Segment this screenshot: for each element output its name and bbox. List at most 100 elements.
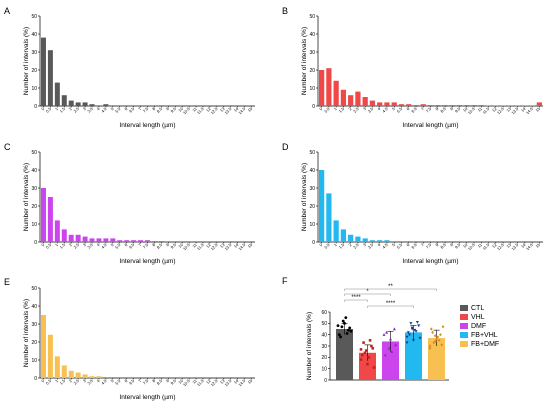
x-tick-label: 7 (137, 242, 143, 248)
data-point (362, 341, 365, 344)
x-tick-label: 9.5 (169, 106, 177, 114)
bar (348, 234, 354, 242)
y-tick-label: 0 (34, 376, 37, 382)
bar (362, 238, 368, 242)
x-tick-label: 10.5 (467, 242, 477, 252)
data-point (432, 341, 436, 345)
x-tick-label: 2.5 (352, 106, 360, 114)
x-axis-title: Interval length (µm) (402, 258, 458, 265)
y-tick-label: 40 (309, 168, 315, 174)
bar (54, 356, 60, 378)
y-tick-label: 20 (31, 68, 37, 74)
x-tick-label: 8.5 (156, 378, 164, 386)
panel-letter: A (4, 6, 10, 16)
x-tick-label: 14 (233, 106, 240, 113)
x-tick-label: 4.5 (381, 242, 389, 250)
x-tick-label: 8.5 (439, 242, 447, 250)
x-axis-title: Interval length (µm) (119, 394, 175, 401)
x-tick-label: 14.5 (525, 106, 535, 116)
x-tick-label: 13.5 (510, 242, 520, 252)
x-tick-label: 1.5 (338, 242, 346, 250)
x-tick-label: 5.5 (114, 106, 122, 114)
panel-letter: B (282, 6, 288, 16)
y-tick-label: 0 (34, 104, 37, 110)
y-tick-label: 40 (321, 332, 327, 338)
data-point (359, 358, 363, 361)
y-tick-label: 60 (321, 310, 327, 316)
panel-letter: E (4, 277, 10, 287)
y-tick-label: 10 (31, 222, 37, 228)
x-tick-label: 13.5 (223, 242, 233, 252)
x-tick-label: 12.5 (496, 242, 506, 252)
x-tick-label: 4.5 (100, 242, 108, 250)
x-tick-label: 3.5 (86, 106, 94, 114)
data-point (428, 344, 432, 348)
bar (348, 95, 354, 106)
x-tick-label: 5 (109, 242, 115, 248)
x-tick-label: 8 (151, 378, 157, 384)
data-point (412, 339, 415, 342)
x-tick-label: 4 (96, 242, 102, 248)
x-tick-label: 13 (219, 106, 226, 113)
y-tick-label: 0 (312, 104, 315, 110)
bar (326, 68, 332, 106)
data-point (367, 356, 371, 359)
data-point (408, 333, 412, 337)
bar (68, 100, 74, 106)
x-tick-label: 8 (434, 106, 440, 112)
data-point (387, 346, 391, 350)
legend-swatch (460, 332, 468, 338)
bar (75, 102, 81, 106)
x-tick-label: 9.5 (454, 242, 462, 250)
data-point (371, 346, 374, 350)
x-tick-label: 14 (520, 242, 527, 249)
x-tick-label: 11 (477, 106, 484, 113)
bar (61, 95, 67, 106)
bar (131, 240, 137, 242)
bar (507, 105, 513, 106)
y-axis-title: Number of intervals (%) (23, 299, 30, 367)
x-tick-label: 6 (123, 242, 129, 248)
bar (493, 105, 499, 106)
x-tick-label: 2 (68, 378, 74, 384)
x-tick-label: 15 (247, 378, 254, 385)
legend-swatch (460, 305, 468, 311)
x-tick-label: 5.5 (114, 378, 122, 386)
y-tick-label: 40 (309, 32, 315, 38)
x-tick-label: 10 (177, 106, 184, 113)
y-axis-title: Number of intervals (%) (306, 312, 313, 380)
x-tick-label: 15 (534, 242, 541, 249)
x-tick-label: 4.5 (100, 378, 108, 386)
data-point (405, 335, 409, 339)
x-tick-label: 5.5 (396, 242, 404, 250)
x-tick-label: 0 (40, 242, 46, 248)
x-tick-label: 0 (318, 106, 324, 112)
data-point (359, 348, 363, 351)
x-tick-label: 6.5 (128, 378, 136, 386)
x-tick-label: 9 (449, 106, 455, 112)
x-tick-label: 3 (82, 106, 88, 112)
significance-bracket (344, 293, 391, 296)
bar (333, 80, 339, 106)
legend-swatch (460, 314, 468, 320)
x-tick-label: 11 (191, 106, 198, 113)
bar (464, 105, 470, 106)
bar (61, 229, 67, 242)
x-tick-label: 1.5 (338, 106, 346, 114)
bar (355, 236, 361, 242)
bar (82, 236, 88, 242)
x-tick-label: 12 (491, 106, 498, 113)
x-tick-label: 3 (82, 242, 88, 248)
bar (89, 238, 95, 242)
x-tick-label: 10 (177, 242, 184, 249)
bar (442, 105, 448, 106)
y-tick-label: 10 (31, 358, 37, 364)
y-axis-title: Number of intervals (%) (23, 163, 30, 231)
x-tick-label: 12.5 (210, 242, 220, 252)
data-point (345, 332, 349, 335)
x-tick-label: 4.5 (381, 106, 389, 114)
x-tick-label: 0.5 (323, 106, 331, 114)
bar (500, 105, 506, 106)
